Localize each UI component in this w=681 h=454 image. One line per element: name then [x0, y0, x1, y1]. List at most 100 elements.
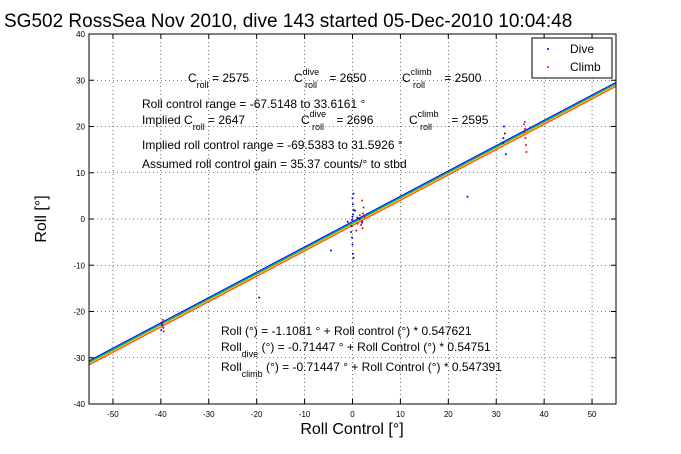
x-tick-label: 10 [396, 410, 405, 419]
fit-line [88, 84, 617, 365]
climb-point [524, 137, 527, 140]
x-tick-label: -10 [299, 410, 311, 419]
implied-c-roll-text: Implied Croll = 2647 [142, 113, 245, 132]
x-tick-label: -30 [203, 410, 215, 419]
y-tick-label: 0 [81, 215, 86, 224]
fit-equation-climb: Rollclimb (°) = -0.71447 ° + Roll Contro… [221, 360, 502, 379]
c-roll-text: Croll = 2575 [188, 71, 249, 90]
x-tick-label: -20 [251, 410, 263, 419]
dive-point [502, 125, 505, 128]
implied-roll-control-range: Implied roll control range = -69.5383 to… [142, 138, 403, 152]
dive-point [351, 236, 354, 239]
fit-line [88, 82, 617, 363]
climb-point [358, 214, 361, 217]
dive-point [351, 213, 354, 216]
roll-control-range: Roll control range = -67.5148 to 33.6161… [142, 97, 365, 111]
y-tick-label: 10 [76, 169, 85, 178]
climb-point [363, 216, 366, 219]
c-roll-dive-text: Cdive roll = 2650 [294, 67, 367, 90]
dive-point [351, 218, 354, 221]
y-tick-label: 40 [76, 30, 85, 39]
legend: Dive Climb [531, 37, 613, 79]
dive-point [346, 220, 349, 223]
climb-point [356, 222, 359, 225]
dive-point [162, 326, 165, 329]
legend-dive-label: Dive [570, 42, 594, 56]
climb-point [361, 199, 364, 202]
dive-point [160, 321, 163, 324]
roll-control-gain: Assumed roll control gain = 35.37 counts… [142, 157, 407, 171]
dive-point [352, 192, 355, 195]
y-tick-label: 20 [76, 123, 85, 132]
dive-point [351, 252, 354, 255]
x-tick-label: 30 [492, 410, 501, 419]
fit-equation-dive: Rolldive (°) = -0.71447 ° + Roll Control… [221, 340, 491, 359]
climb-point [523, 131, 526, 134]
climb-point [524, 144, 527, 146]
climb-point [362, 206, 365, 209]
climb-point [523, 120, 526, 123]
dive-point [352, 256, 355, 259]
dive-point [358, 218, 361, 220]
dive-point [504, 153, 507, 156]
y-tick-label: 30 [76, 76, 85, 85]
y-tick-label: -20 [73, 308, 85, 317]
legend-climb-label: Climb [570, 60, 601, 74]
dive-point [502, 137, 505, 140]
y-tick-label: -40 [73, 400, 85, 409]
x-tick-label: 0 [350, 410, 355, 419]
climb-point [362, 212, 365, 215]
climb-point [355, 229, 358, 232]
fit-equations: Roll (°) = -1.1081 ° + Roll control (°) … [221, 324, 502, 379]
dive-point [503, 132, 506, 135]
dive-point [351, 243, 354, 246]
legend-dive-marker [547, 48, 549, 50]
dive-point [160, 329, 163, 331]
dive-point [350, 230, 353, 233]
legend-box [531, 37, 613, 79]
implied-c-roll-climb-text: Cclimb roll = 2595 [409, 109, 489, 132]
dive-point [258, 296, 261, 299]
dive-point [353, 209, 356, 212]
x-tick-label: -50 [107, 410, 119, 419]
implied-c-roll-dive-text: Cdive roll = 2696 [301, 109, 374, 132]
climb-point [160, 324, 163, 327]
climb-point [361, 227, 364, 230]
dive-point [329, 249, 332, 252]
y-tick-label: -10 [73, 261, 85, 270]
dive-point [351, 215, 354, 218]
axis-ticks: -50 -40 -30 -20 -10 0 10 20 30 40 50 -40 -30 -20 -10 0 1… [73, 30, 616, 419]
dive-point [350, 224, 353, 227]
dive-point [361, 221, 364, 224]
x-tick-label: 40 [540, 410, 549, 419]
grid [89, 33, 616, 405]
data-points [160, 120, 528, 333]
dive-point [351, 197, 354, 200]
climb-point [360, 224, 363, 227]
climb-point [523, 123, 526, 126]
x-axis-label: Roll Control [°] [300, 421, 403, 438]
dive-point [466, 195, 469, 198]
x-tick-label: 20 [444, 410, 453, 419]
y-axis-label: Roll [°] [33, 195, 50, 242]
x-tick-label: 50 [588, 410, 597, 419]
climb-point [162, 330, 165, 333]
climb-point [361, 220, 364, 223]
legend-climb-marker [547, 66, 549, 68]
chart-title: SG502 RossSea Nov 2010, dive 143 started… [4, 11, 572, 32]
fit-line [88, 83, 617, 363]
calibration-annotations: Croll = 2575 Cdive roll = 2650 Cclimb roll… [142, 67, 489, 171]
dive-point [352, 208, 355, 211]
climb-point [523, 127, 526, 130]
x-tick-label: -40 [155, 410, 167, 419]
dive-point [356, 216, 359, 219]
dive-point [501, 141, 504, 144]
climb-point [525, 150, 528, 153]
fit-equation-all: Roll (°) = -1.1081 ° + Roll control (°) … [221, 324, 472, 338]
y-tick-label: -30 [73, 354, 85, 363]
fit-line [88, 81, 617, 362]
c-roll-climb-text: Cclimb roll = 2500 [402, 67, 482, 90]
dive-point [351, 203, 354, 206]
climb-point [161, 318, 164, 321]
